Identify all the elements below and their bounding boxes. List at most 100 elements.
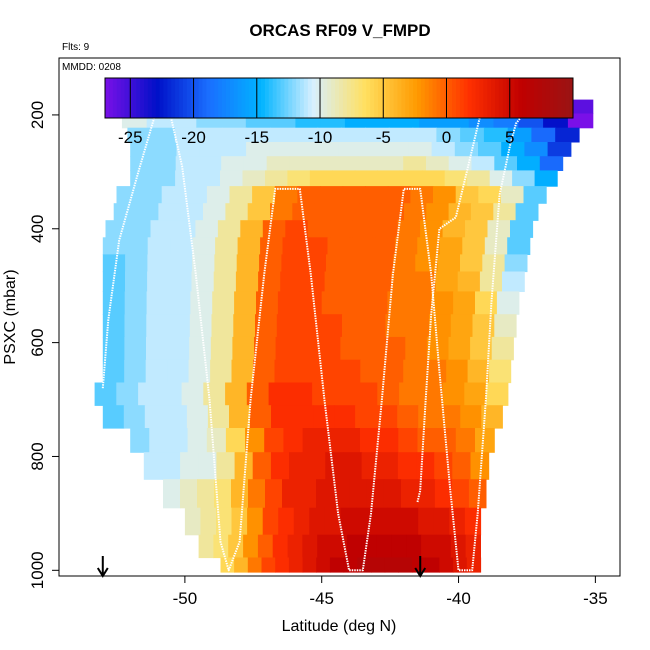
y-axis-label: PSXC (mbar) [2,269,19,364]
heatmap-cell [150,220,174,238]
heatmap-cell [470,452,490,480]
colorbar-segment [218,78,223,118]
heatmap-cell [466,557,482,573]
heatmap-cell [102,271,126,292]
down-arrow-icon [96,556,109,578]
heatmap-cell [297,186,321,204]
colorbar-segment [284,78,289,118]
heatmap-cell [500,186,525,204]
heatmap-cell [198,156,222,171]
colorbar-segment [167,78,172,118]
heatmap-cell [169,254,193,273]
colorbar-segment [323,78,328,118]
heatmap-cell [403,359,426,384]
colorbar-segment [163,78,168,118]
heatmap-cell [130,142,154,157]
heatmap-cell [270,127,295,143]
colorbar-segment [467,78,473,118]
colorbar-segment [132,78,137,118]
colorbar-segment [241,78,246,118]
heatmap-cell [402,507,419,536]
heatmap-cell [184,186,208,204]
heatmap-cell [125,271,148,292]
colorbar-segment [233,78,239,118]
heatmap-cell [220,557,235,573]
heatmap-cell [426,203,450,221]
heatmap-cell [417,237,441,255]
heatmap-cell [130,156,154,171]
heatmap-cell [465,220,489,238]
heatmap-cell [501,142,525,157]
colorbar-segment [510,78,515,118]
colorbar-tick-label: -10 [308,128,333,147]
heatmap-cell [261,557,276,573]
colorbar-segment [136,78,141,118]
colorbar-segment [456,78,461,118]
heatmap-cell [136,203,159,221]
heatmap-cell [138,382,161,406]
heatmap-cell [502,271,525,292]
heatmap-cell [225,382,248,406]
heatmap-cell [293,507,310,536]
colorbar-segment [105,78,110,118]
colorbar-tick-label: 0 [442,128,451,147]
heatmap-cell [418,405,440,429]
heatmap-cell [450,314,474,338]
heatmap-cell [434,479,453,509]
heatmap-cell [314,203,338,221]
colorbar-segment [397,78,402,118]
colorbar-segment [190,78,196,118]
heatmap-cell [531,127,556,143]
colorbar-segment [225,78,231,118]
colorbar-segment [292,78,297,118]
colorbar-segment [214,78,219,118]
colorbar-segment [522,78,527,118]
colorbar-segment [245,78,250,118]
colorbar-segment [307,78,313,118]
colorbar-segment [541,78,547,118]
heatmap-cell [217,220,241,238]
heatmap-cell [332,479,351,509]
heatmap-cell [222,142,247,157]
colorbar-segment [378,78,383,118]
colorbar-segment [393,78,398,118]
colorbar-tick-label: -5 [376,128,391,147]
heatmap-cell [175,156,200,171]
colorbar-segment [257,78,262,118]
heatmap-cell [124,336,147,361]
colorbar-segment [280,78,285,118]
heatmap-cell [343,291,367,315]
heatmap-cell [437,254,461,273]
colorbar-segment [202,78,207,118]
colorbar-segment [428,78,434,118]
heatmap-cell [242,170,266,187]
heatmap-cell [362,142,386,157]
heatmap-cell [102,237,126,255]
colorbar-segment [175,78,180,118]
heatmap-cell [507,237,531,255]
heatmap-cell [94,382,117,406]
heatmap-cell [365,291,388,315]
colorbar-segment [518,78,523,118]
colorbar-segment [374,78,379,118]
heatmap-cell [255,314,278,338]
heatmap-cell [453,291,476,315]
heatmap-cell [391,271,414,292]
heatmap-cell [102,405,125,429]
heatmap-cell [127,127,152,143]
heatmap-cell [207,405,230,429]
heatmap-cell [287,534,303,559]
y-tick-label: 200 [28,101,47,129]
colorbar-segment [432,78,437,118]
colorbar-segment [487,78,492,118]
heatmap-cell [425,557,440,573]
heatmap-cell [257,534,274,559]
colorbar-segment [303,78,309,118]
y-tick-label: 1000 [28,551,47,589]
colorbar-segment [222,78,227,118]
heatmap-cell [168,291,191,315]
heatmap-cell [369,271,392,292]
heatmap-cell [264,428,284,453]
heatmap-cell [214,254,238,273]
heatmap-cell [269,142,294,157]
